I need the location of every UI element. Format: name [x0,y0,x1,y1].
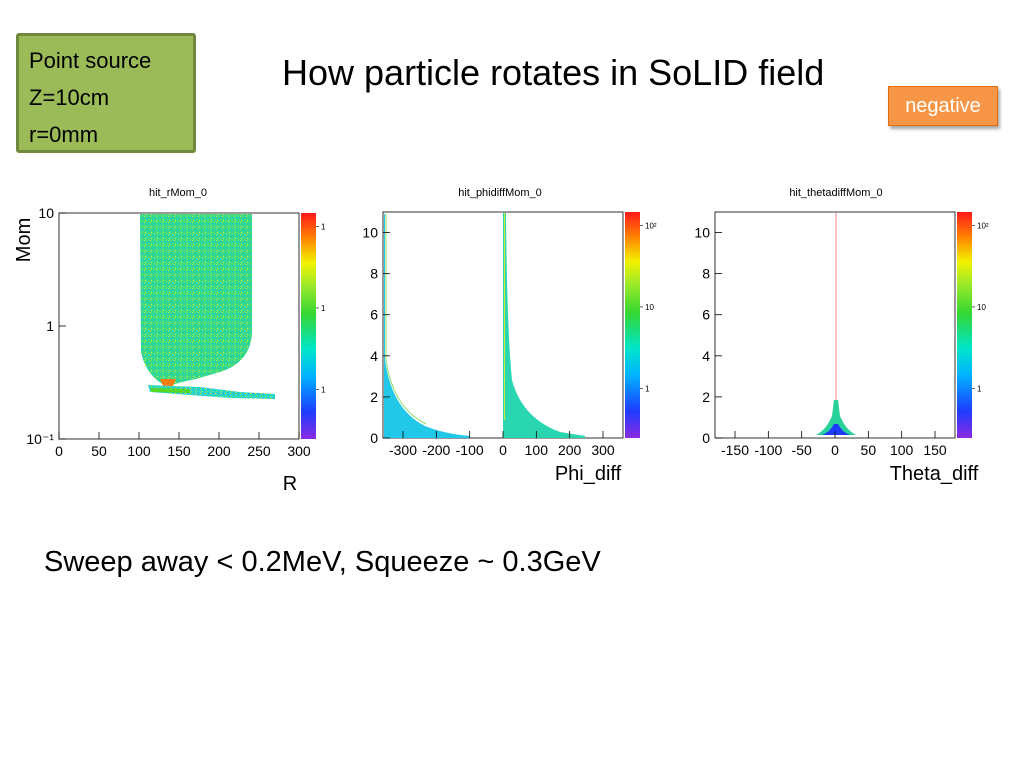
colorbar-tick-label: 1 [321,223,326,232]
y-tick-label: 10 [38,205,54,221]
x-tick-label: 100 [525,442,549,458]
slide-title: How particle rotates in SoLID field [282,52,825,93]
source-line-type: Point source [29,48,152,73]
heatmap-curves [384,213,585,438]
y-tick-label: 0 [702,430,710,446]
x-tick-label: 300 [287,443,311,459]
y-tick-label: 6 [370,307,378,323]
x-tick-label: 200 [207,443,231,459]
x-tick-label: -300 [389,442,417,458]
x-tick-label: 150 [923,442,947,458]
colorbar [301,213,316,439]
phi-curve-left [384,214,470,438]
heatmap-spike [816,213,856,435]
heatmap-band [140,214,275,399]
x-tick-label: 0 [831,442,839,458]
phi-curve-center [503,213,585,438]
y-tick-label: 1 [46,318,54,334]
ylabel: Mom [13,218,35,262]
y-tick-label: 10⁻¹ [26,431,54,447]
colorbar-tick-label: 10² [977,222,989,231]
x-tick-label: 50 [861,442,877,458]
phi-curve-left-edge [385,214,427,425]
phi-curve-center-core [504,213,505,420]
chart-hit-rmom: hit_rMom_0 R Mom 0 50 100 150 200 250 300 10 1 10… [13,187,326,495]
chart-title: hit_rMom_0 [149,187,207,199]
y-tick-label: 2 [702,389,710,405]
x-tick-label: -50 [792,442,812,458]
y-tick-label: 4 [702,348,710,364]
negative-badge: negative [888,86,998,126]
xlabel: Phi_diff [555,463,622,485]
x-tick-label: 300 [591,442,615,458]
xlabel: Theta_diff [890,463,979,485]
y-tick-label: 8 [370,266,378,282]
low-momentum-tail [148,385,275,399]
y-tick-label: 6 [702,307,710,323]
x-tick-label: 250 [247,443,271,459]
x-tick-label: 100 [890,442,914,458]
colorbar [625,212,640,438]
colorbar-tick-label: 10 [645,303,654,312]
y-tick-label: 2 [370,389,378,405]
plot-frame [714,211,956,439]
colorbar-tick-label: 1 [977,384,982,393]
chart-hit-phidiffmom: hit_phidiffMom_0 Phi_diff -300 -200 -100 0 1… [362,187,656,485]
y-tick-label: 10 [694,225,710,241]
chart-title: hit_thetadiffMom_0 [789,187,882,199]
theta-spike-base [816,400,856,435]
colorbar [957,212,972,438]
tail-core [150,388,190,393]
x-tick-label: 50 [91,443,107,459]
colorbar-tick-label: 10 [977,303,986,312]
colorbar-tick-label: 10² [645,222,657,231]
main-momentum-band [140,214,252,386]
y-tick-label: 4 [370,348,378,364]
colorbar-tick-label: 1 [321,304,326,313]
x-tick-label: -200 [422,442,450,458]
x-tick-label: 150 [167,443,191,459]
chart-title: hit_phidiffMom_0 [458,187,542,199]
y-tick-label: 10 [362,225,378,241]
x-tick-label: -100 [754,442,782,458]
x-tick-label: 100 [127,443,151,459]
x-tick-label: 200 [558,442,582,458]
source-line-r: r=0mm [29,122,99,147]
theta-spike-core [822,424,850,435]
x-tick-label: -100 [456,442,484,458]
x-tick-label: 0 [499,442,507,458]
colorbar-tick-label: 1 [321,385,326,394]
chart-hit-thetadiffmom: hit_thetadiffMom_0 Theta_diff -150 -100 -5… [694,187,988,485]
xlabel: R [283,473,297,495]
x-tick-label: 0 [55,443,63,459]
summary-text: Sweep away < 0.2MeV, Squeeze ~ 0.3GeV [44,546,601,578]
source-line-z: Z=10cm [29,85,110,110]
y-tick-label: 8 [702,266,710,282]
plots-area: hit_rMom_0 R Mom 0 50 100 150 200 250 30010110… [13,187,989,495]
source-info-box: Point source Z=10cm r=0mm [16,33,196,153]
colorbar-tick-label: 1 [645,384,650,393]
x-tick-label: -150 [721,442,749,458]
y-tick-label: 0 [370,430,378,446]
